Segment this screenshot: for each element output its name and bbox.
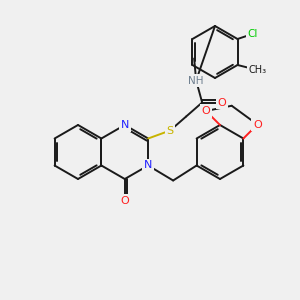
Text: CH₃: CH₃ bbox=[248, 65, 267, 75]
Text: NH: NH bbox=[188, 76, 204, 85]
Text: O: O bbox=[253, 119, 262, 130]
Text: O: O bbox=[218, 98, 226, 107]
Text: N: N bbox=[121, 120, 129, 130]
Text: N: N bbox=[144, 160, 152, 170]
Text: O: O bbox=[120, 196, 129, 206]
Text: S: S bbox=[167, 125, 174, 136]
Text: O: O bbox=[202, 106, 210, 116]
Text: Cl: Cl bbox=[247, 29, 258, 39]
